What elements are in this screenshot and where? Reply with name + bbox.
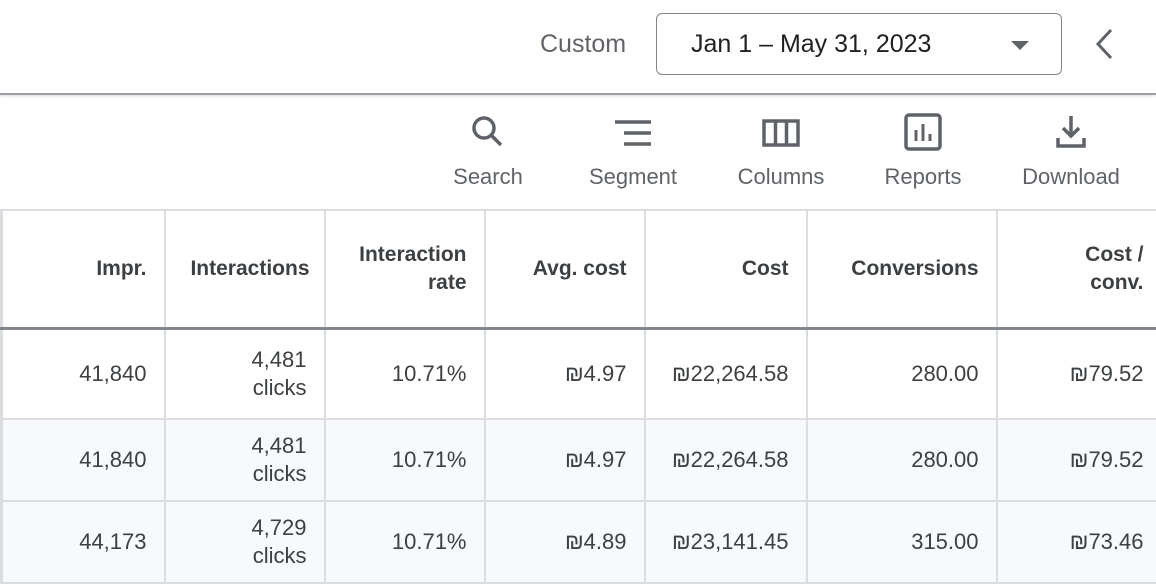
reports-label: Reports [884,164,962,189]
top-bar: Custom Jan 1 – May 31, 2023 [0,0,1156,95]
interactions-cell: 4,481 clicks [163,418,326,502]
interactions-value: 4,481 [251,433,307,458]
interactions-value: 4,729 [251,515,307,540]
search-icon [472,116,503,147]
segment-label: Segment [588,164,678,189]
column-header-interactions[interactable]: Interactions [163,209,326,330]
impr-cell: 41,840 [0,327,166,420]
column-header-avg-cost[interactable]: Avg. cost [483,209,646,330]
interactions-value: 4,481 [251,346,307,372]
download-icon [1056,116,1086,148]
table-row: 44,173 4,729 clicks 10.71% ₪4.89 ₪23,141.… [0,500,1156,584]
table-header-row: Impr. Interactions Interaction rate Avg.… [0,209,1156,330]
avg-cost-cell: ₪4.97 [483,418,646,502]
caret-down-icon [1011,41,1029,50]
segment-button[interactable]: Segment [583,112,683,190]
download-button[interactable]: Download [1015,112,1127,190]
conversions-cell: 280.00 [805,327,998,420]
avg-cost-cell: ₪4.89 [483,500,646,584]
reports-icon [904,113,942,151]
rate-cell: 10.71% [323,327,486,420]
range-type-label: Custom [540,30,627,58]
cost-cell: ₪22,264.58 [643,327,808,420]
date-range-value: Jan 1 – May 31, 2023 [691,30,932,58]
cost-conv-cell: ₪79.52 [995,418,1156,502]
reports-button[interactable]: Reports [878,112,968,190]
interactions-unit: clicks [252,374,307,400]
stats-table: Impr. Interactions Interaction rate Avg.… [0,209,1156,584]
rate-cell: 10.71% [323,500,486,584]
interactions-cell: 4,729 clicks [163,500,326,584]
columns-icon [762,119,800,147]
cost-conv-cell: ₪73.46 [995,500,1156,584]
impr-cell: 44,173 [0,500,166,584]
interactions-unit: clicks [252,543,307,568]
avg-cost-cell: ₪4.97 [483,327,646,420]
column-header-impr[interactable]: Impr. [0,209,166,330]
cost-cell: ₪23,141.45 [643,500,808,584]
impr-cell: 41,840 [0,418,166,502]
chevron-left-icon[interactable] [1092,26,1116,62]
cost-cell: ₪22,264.58 [643,418,808,502]
date-range-dropdown[interactable]: Jan 1 – May 31, 2023 [656,13,1062,75]
download-label: Download [1022,164,1120,189]
column-header-cost[interactable]: Cost [643,209,808,330]
conversions-cell: 280.00 [805,418,998,502]
cost-conv-cell: ₪79.52 [995,327,1156,420]
search-button[interactable]: Search [449,112,527,190]
search-label: Search [453,164,523,189]
table-row: 41,840 4,481 clicks 10.71% ₪4.97 ₪22,264.… [0,327,1156,420]
table-row: 41,840 4,481 clicks 10.71% ₪4.97 ₪22,264.… [0,418,1156,502]
column-header-cost-per-conv[interactable]: Cost / conv. [995,209,1156,330]
interactions-cell: 4,481 clicks [163,327,326,420]
column-header-interaction-rate[interactable]: Interaction rate [323,209,486,330]
rate-cell: 10.71% [323,418,486,502]
column-header-conversions[interactable]: Conversions [805,209,998,330]
columns-label: Columns [737,164,825,189]
conversions-cell: 315.00 [805,500,998,584]
columns-button[interactable]: Columns [731,112,831,190]
interactions-unit: clicks [252,461,307,486]
segment-icon [615,120,651,146]
